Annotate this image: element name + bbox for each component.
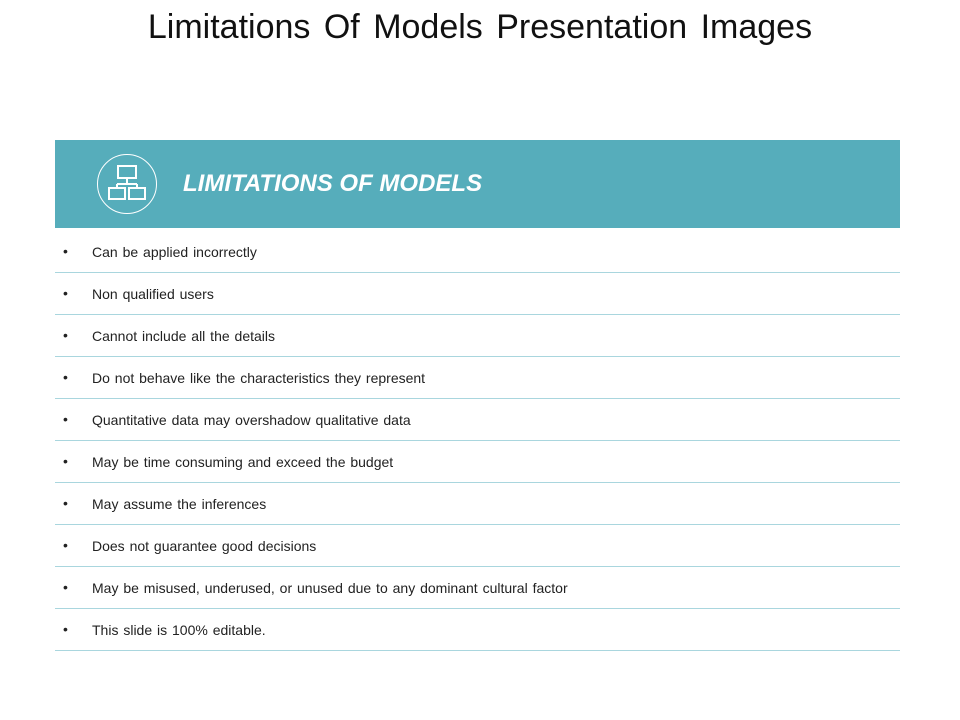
list-item-text: Non qualified users bbox=[92, 286, 214, 302]
list-item: • Does not guarantee good decisions bbox=[55, 525, 900, 567]
list-item: • Do not behave like the characteristics … bbox=[55, 357, 900, 399]
list-item-text: May assume the inferences bbox=[92, 496, 267, 512]
list-item: • May be time consuming and exceed the bu… bbox=[55, 441, 900, 483]
list-item-text: Do not behave like the characteristics t… bbox=[92, 370, 426, 386]
bullet: • bbox=[63, 285, 68, 301]
bullet: • bbox=[63, 453, 68, 469]
bullet: • bbox=[63, 327, 68, 343]
list-item: • May be misused, underused, or unused du… bbox=[55, 567, 900, 609]
hierarchy-icon bbox=[97, 154, 157, 214]
list-item-text: May be time consuming and exceed the bud… bbox=[92, 454, 394, 470]
list-item-text: May be misused, underused, or unused due… bbox=[92, 580, 568, 596]
limitations-list: • Can be applied incorrectly • Non qualifie… bbox=[55, 228, 900, 651]
list-item-text: Quantitative data may overshadow qualita… bbox=[92, 412, 411, 428]
header-banner: LIMITATIONS OF MODELS bbox=[55, 140, 900, 228]
bullet: • bbox=[63, 495, 68, 511]
list-item-text: Can be applied incorrectly bbox=[92, 244, 257, 260]
list-item: • May assume the inferences bbox=[55, 483, 900, 525]
slide-title: Limitations Of Models Presentation Image… bbox=[147, 8, 813, 46]
bullet: • bbox=[63, 243, 68, 259]
bullet: • bbox=[63, 579, 68, 595]
list-item: • Non qualified users bbox=[55, 273, 900, 315]
list-item-text: Does not guarantee good decisions bbox=[92, 538, 317, 554]
list-item: • Can be applied incorrectly bbox=[55, 228, 900, 273]
bullet: • bbox=[63, 537, 68, 553]
bullet: • bbox=[63, 411, 68, 427]
list-item: • Cannot include all the details bbox=[55, 315, 900, 357]
bullet: • bbox=[63, 621, 68, 637]
list-item-text: Cannot include all the details bbox=[92, 328, 276, 344]
list-item: • This slide is 100% editable. bbox=[55, 609, 900, 651]
header-title: LIMITATIONS OF MODELS bbox=[183, 170, 483, 197]
bullet: • bbox=[63, 369, 68, 385]
list-item: • Quantitative data may overshadow qualit… bbox=[55, 399, 900, 441]
list-item-text: This slide is 100% editable. bbox=[92, 622, 266, 638]
